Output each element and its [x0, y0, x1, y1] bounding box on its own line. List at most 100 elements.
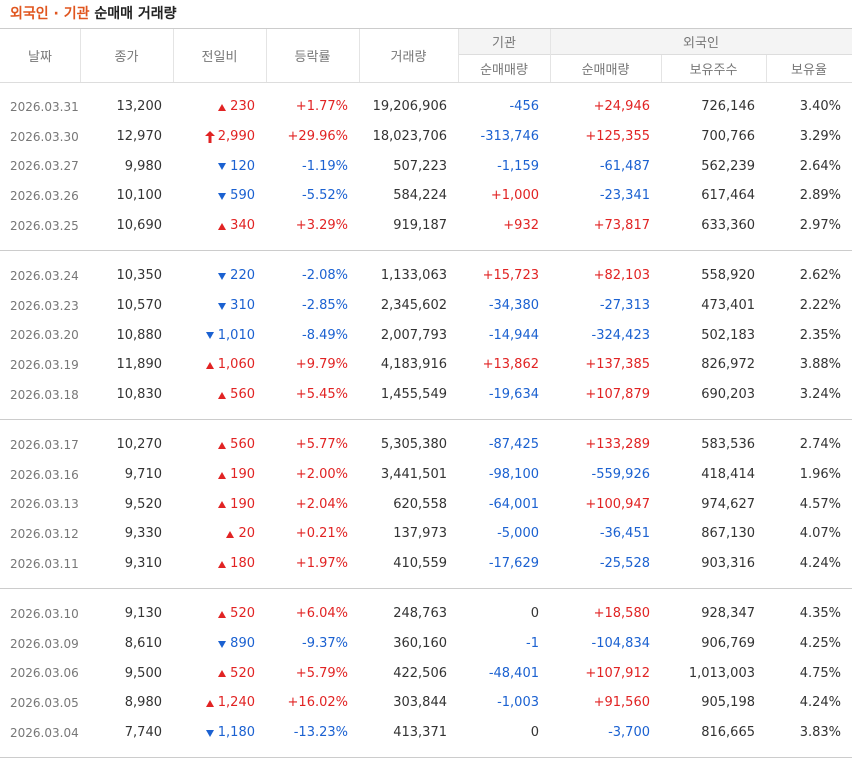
- cell-text: 3.40%: [799, 99, 841, 115]
- value-cell: 617,464: [661, 181, 766, 211]
- value-cell: 8,980: [80, 688, 173, 718]
- down-arrow: [218, 272, 227, 280]
- cell-text: 3,441,501: [380, 467, 447, 483]
- value-cell: 3.29%: [766, 122, 852, 152]
- value-cell: 4.35%: [766, 599, 852, 629]
- value-cell: 583,536: [661, 430, 766, 460]
- value-cell: 1,010: [173, 320, 266, 350]
- cell-text: 1,060: [217, 357, 255, 373]
- up-arrow: [218, 103, 227, 111]
- value-cell: 560: [173, 430, 266, 460]
- value-cell: -313,746: [458, 122, 550, 152]
- date-cell: 2026.03.25: [0, 211, 80, 241]
- cell-text: +1,000: [490, 188, 539, 204]
- cell-text: 905,198: [701, 695, 755, 711]
- cell-text: 413,371: [393, 725, 447, 741]
- group-separator: [0, 419, 852, 420]
- value-cell: -98,100: [458, 460, 550, 490]
- cell-text: -36,451: [599, 526, 650, 542]
- title: 외국인 · 기관 순매매 거래량: [10, 3, 177, 23]
- value-cell: -5.52%: [266, 181, 359, 211]
- group-header: 외국인: [550, 29, 852, 54]
- cell-text: 2,345,602: [380, 298, 447, 314]
- cell-text: 10,830: [116, 387, 163, 403]
- value-cell: 4.25%: [766, 629, 852, 659]
- value-cell: -456: [458, 92, 550, 122]
- cell-text: -17,629: [488, 556, 539, 572]
- value-cell: 10,270: [80, 430, 173, 460]
- cell-text: 928,347: [701, 606, 755, 622]
- cell-text: +13,862: [482, 357, 539, 373]
- cell-text: 2026.03.25: [10, 218, 79, 233]
- down-arrow: [218, 640, 227, 648]
- cell-text: 4.24%: [799, 556, 841, 572]
- cell-text: 2026.03.09: [10, 636, 79, 651]
- value-cell: -559,926: [550, 460, 661, 490]
- cell-text: 562,239: [701, 158, 755, 174]
- date-cell: 2026.03.23: [0, 291, 80, 321]
- cell-text: 2.22%: [799, 298, 841, 314]
- value-cell: +73,817: [550, 211, 661, 241]
- cell-text: 19,206,906: [372, 99, 447, 115]
- cell-text: +9.79%: [295, 357, 348, 373]
- sub-header: 보유주수: [689, 63, 738, 78]
- cell-text: 617,464: [701, 188, 755, 204]
- cell-text: 3.29%: [799, 129, 841, 145]
- cell-text: 584,224: [393, 188, 447, 204]
- cell-text: 867,130: [701, 526, 755, 542]
- value-cell: 473,401: [661, 291, 766, 321]
- cell-text: 13,200: [116, 99, 163, 115]
- value-cell: +9.79%: [266, 350, 359, 380]
- cell-text: +932: [503, 218, 539, 234]
- date-cell: 2026.03.04: [0, 718, 80, 748]
- up-arrow: [218, 501, 227, 509]
- cell-text: +137,385: [585, 357, 650, 373]
- value-cell: -36,451: [550, 519, 661, 549]
- cell-text: 9,310: [124, 556, 162, 572]
- cell-text: 1,455,549: [380, 387, 447, 403]
- group-separator: [0, 588, 852, 589]
- cell-text: 340: [230, 218, 255, 234]
- cell-text: +24,946: [593, 99, 650, 115]
- cell-text: -19,634: [488, 387, 539, 403]
- value-cell: 303,844: [359, 688, 458, 718]
- value-cell: 413,371: [359, 718, 458, 748]
- cell-text: 360,160: [393, 636, 447, 652]
- value-cell: 9,130: [80, 599, 173, 629]
- value-cell: 3,441,501: [359, 460, 458, 490]
- header-bottom-line: [0, 82, 852, 83]
- cell-text: 120: [230, 158, 255, 174]
- sub-header: 순매매량: [480, 63, 528, 78]
- value-cell: 584,224: [359, 181, 458, 211]
- cell-text: 10,880: [116, 327, 163, 343]
- cell-text: 8,980: [124, 695, 162, 711]
- value-cell: 10,570: [80, 291, 173, 321]
- value-cell: 890: [173, 629, 266, 659]
- header-divider: [266, 29, 267, 82]
- value-cell: 726,146: [661, 92, 766, 122]
- cell-text: -9.37%: [302, 636, 348, 652]
- value-cell: 10,350: [80, 261, 173, 291]
- cell-text: -313,746: [480, 129, 539, 145]
- value-cell: 4,183,916: [359, 350, 458, 380]
- cell-text: 9,980: [124, 158, 162, 174]
- date-cell: 2026.03.13: [0, 489, 80, 519]
- cell-text: 2026.03.30: [10, 129, 79, 144]
- value-cell: -104,834: [550, 629, 661, 659]
- sub-header: 순매매량: [581, 63, 630, 78]
- cell-text: 2026.03.10: [10, 606, 79, 621]
- value-cell: +100,947: [550, 489, 661, 519]
- value-cell: 2.35%: [766, 320, 852, 350]
- cell-text: 3.83%: [799, 725, 841, 741]
- value-cell: 690,203: [661, 380, 766, 410]
- cell-text: +6.04%: [295, 606, 348, 622]
- cell-text: 700,766: [701, 129, 755, 145]
- cell-text: +91,560: [593, 695, 650, 711]
- header-divider: [80, 29, 81, 82]
- date-cell: 2026.03.05: [0, 688, 80, 718]
- cell-text: 816,665: [701, 725, 755, 741]
- cell-text: 1.96%: [799, 467, 841, 483]
- value-cell: 903,316: [661, 549, 766, 579]
- value-cell: 3.40%: [766, 92, 852, 122]
- cell-text: 507,223: [393, 158, 447, 174]
